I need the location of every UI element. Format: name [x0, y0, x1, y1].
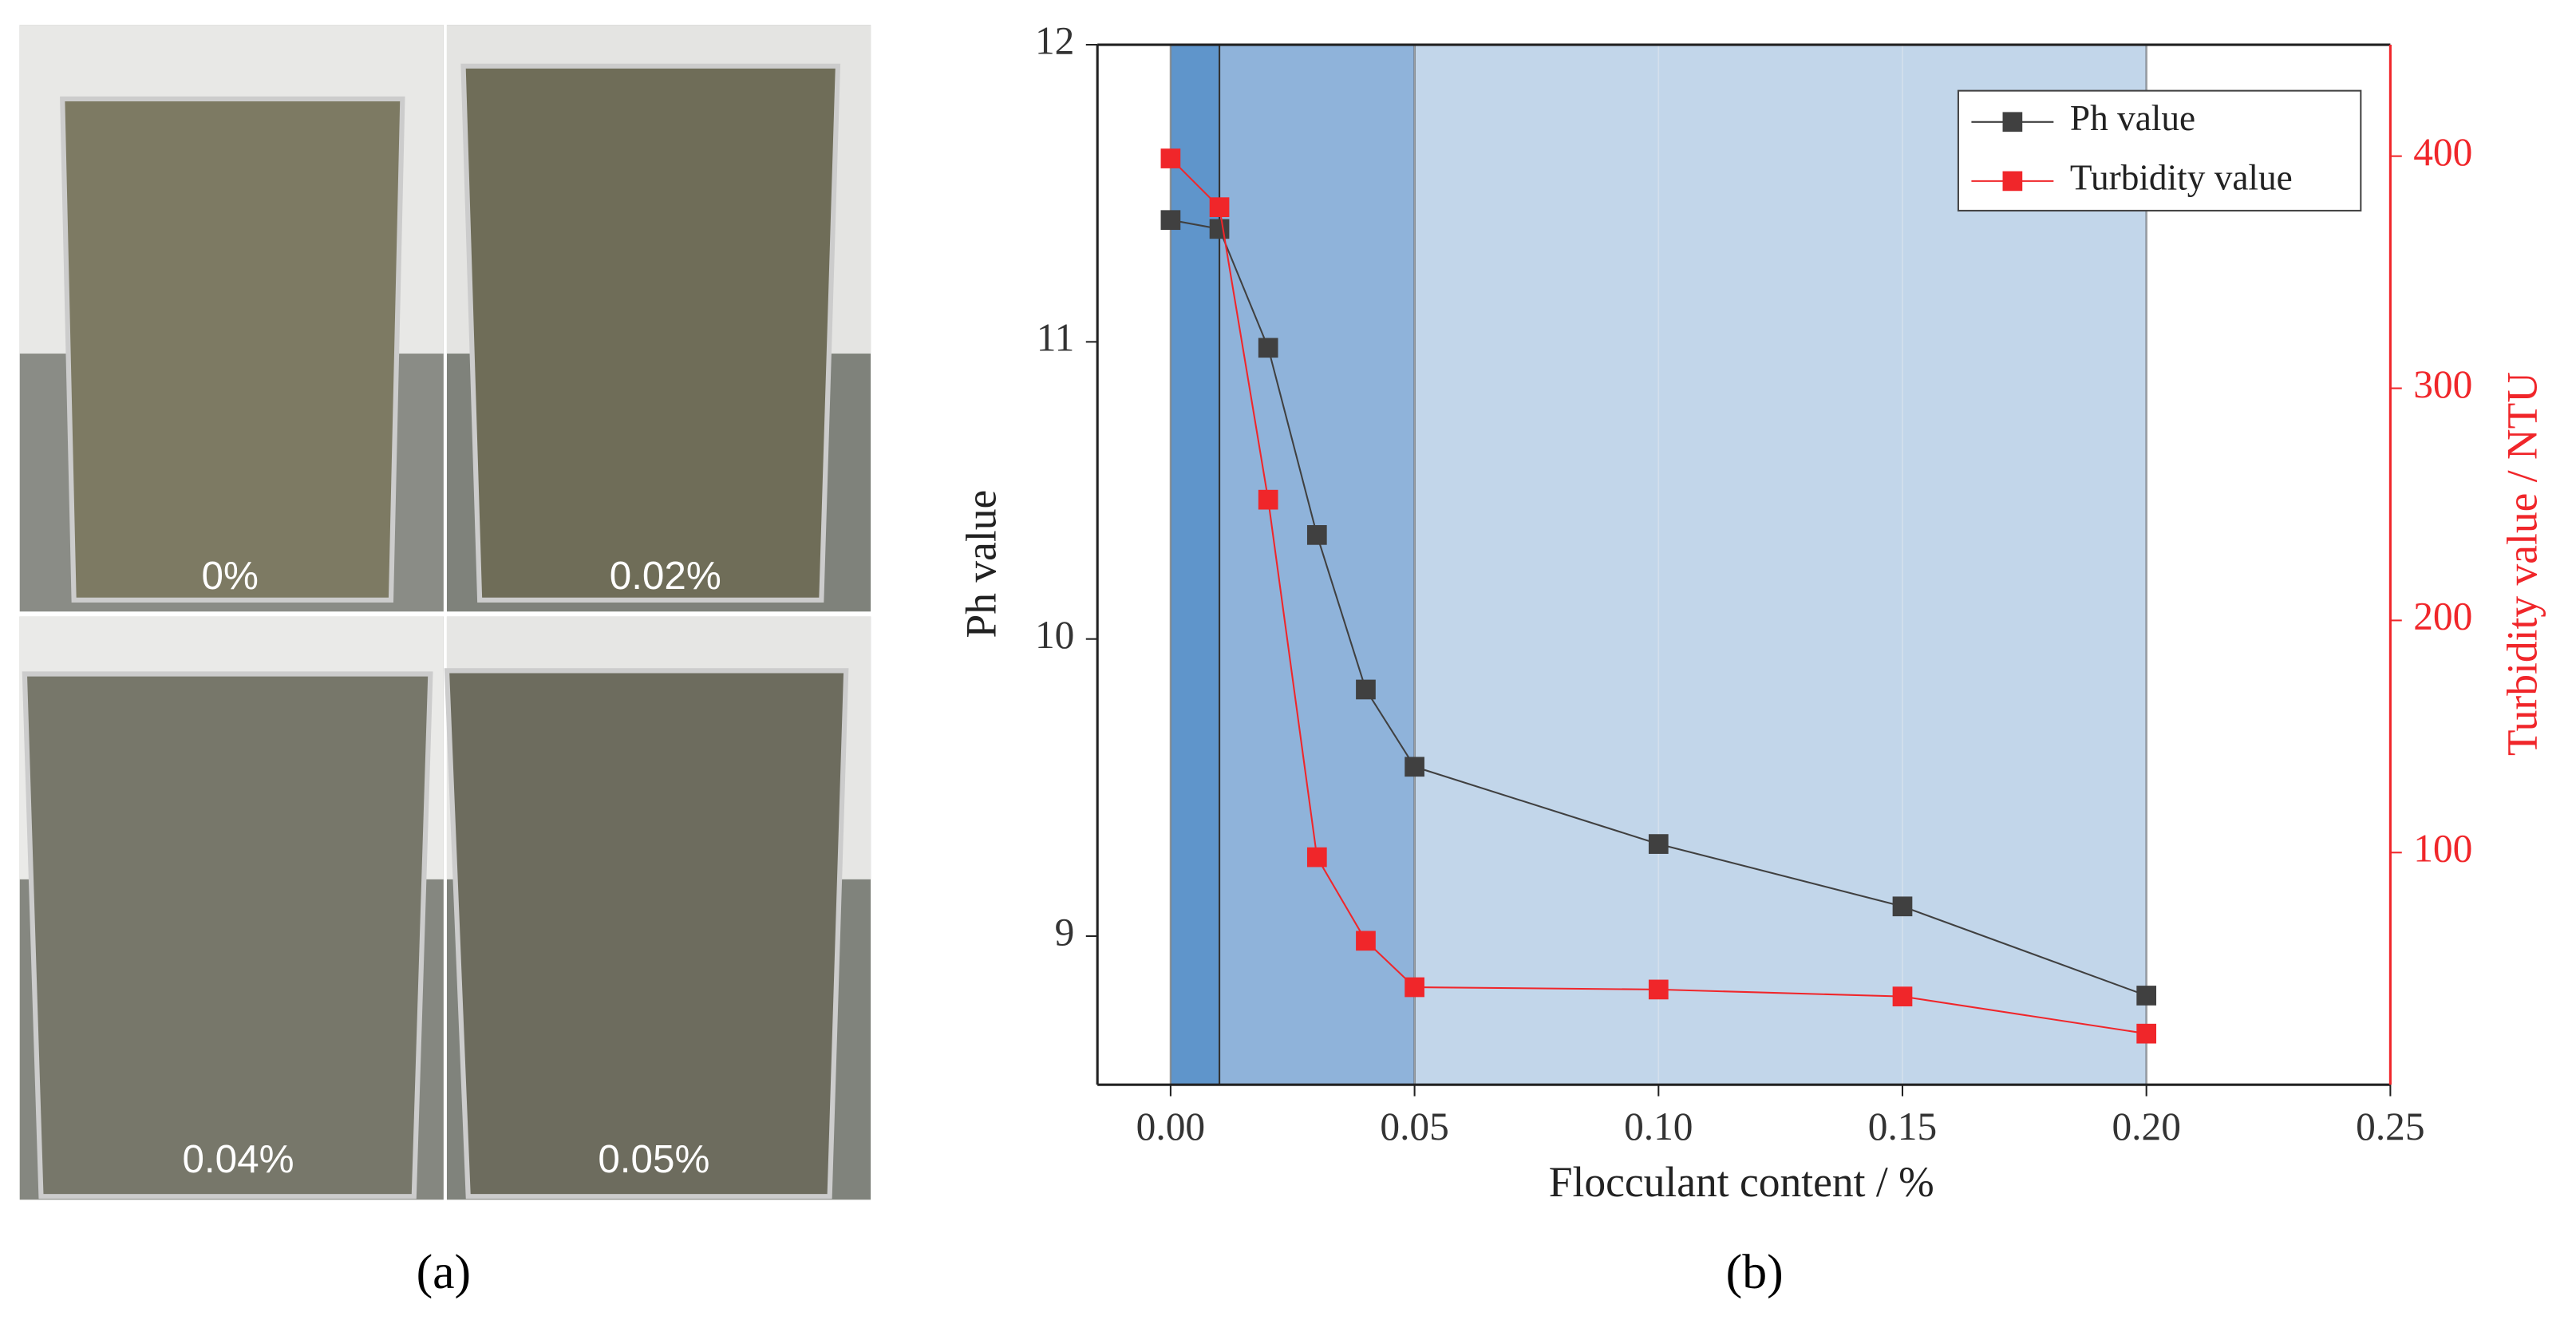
- x-tick-label: 0.05: [1380, 1105, 1448, 1148]
- x-axis-label: Flocculant content / %: [1549, 1158, 1934, 1206]
- marker: [1405, 977, 1424, 998]
- photo-label: 0.04%: [182, 1137, 294, 1181]
- marker: [1356, 679, 1376, 700]
- marker: [1209, 197, 1230, 217]
- beaker: [460, 63, 841, 603]
- region: [1219, 45, 1415, 1085]
- x-tick-label: 0.20: [2112, 1105, 2180, 1148]
- photo-label: 0%: [202, 554, 259, 598]
- marker: [1160, 210, 1181, 231]
- marker: [1648, 979, 1669, 1000]
- legend-label: Ph value: [2070, 98, 2195, 138]
- x-tick-label: 0.00: [1136, 1105, 1205, 1148]
- y-axis-label: Ph value: [957, 490, 1005, 638]
- beaker: [60, 96, 405, 603]
- photo-label: 0.05%: [598, 1137, 709, 1181]
- marker: [2136, 1023, 2157, 1044]
- x-tick-label: 0.25: [2356, 1105, 2424, 1148]
- y2-axis-label: Turbidity value / NTU: [2499, 372, 2546, 756]
- caption: (b): [1726, 1245, 1784, 1299]
- marker: [1258, 489, 1278, 510]
- marker: [1892, 896, 1913, 917]
- y2-tick-label: 300: [2413, 362, 2472, 406]
- marker: [1405, 757, 1424, 777]
- region: [1414, 45, 2147, 1085]
- marker: [1209, 219, 1230, 239]
- beaker: [444, 668, 849, 1199]
- y-tick-label: 12: [1035, 18, 1074, 62]
- y-tick-label: 10: [1035, 613, 1074, 657]
- marker: [1892, 986, 1913, 1006]
- y2-tick-label: 100: [2413, 827, 2472, 871]
- marker: [1306, 847, 1327, 867]
- marker: [2136, 986, 2157, 1006]
- y-tick-label: 9: [1055, 910, 1075, 954]
- marker: [1258, 338, 1278, 358]
- marker: [1160, 148, 1181, 168]
- marker: [1306, 525, 1327, 545]
- y-tick-label: 11: [1037, 316, 1075, 360]
- legend-marker: [2002, 112, 2023, 132]
- x-tick-label: 0.10: [1624, 1105, 1693, 1148]
- beaker: [22, 671, 433, 1199]
- caption: (a): [417, 1245, 472, 1299]
- photo-panel: 0% 0.02% 0.04% 0.05%: [19, 25, 871, 1200]
- y2-tick-label: 400: [2413, 130, 2472, 174]
- marker: [1648, 834, 1669, 854]
- y2-tick-label: 200: [2413, 595, 2472, 638]
- marker: [1356, 931, 1376, 951]
- x-tick-label: 0.15: [1868, 1105, 1937, 1148]
- legend-box: [1957, 89, 2362, 211]
- legend-marker: [2002, 171, 2023, 192]
- legend-label: Turbidity value: [2070, 157, 2293, 197]
- photo-label: 0.02%: [610, 554, 721, 598]
